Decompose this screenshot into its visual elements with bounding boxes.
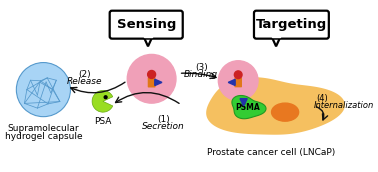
- Circle shape: [218, 61, 258, 100]
- Polygon shape: [228, 79, 235, 85]
- Circle shape: [234, 71, 242, 79]
- Text: Sensing: Sensing: [116, 18, 176, 31]
- Text: hydrogel capsule: hydrogel capsule: [5, 132, 82, 141]
- FancyBboxPatch shape: [148, 77, 155, 88]
- Text: (1): (1): [157, 115, 170, 124]
- Text: Supramolecular: Supramolecular: [8, 124, 79, 133]
- Text: PSMA: PSMA: [235, 103, 260, 112]
- Wedge shape: [92, 90, 113, 112]
- Text: Targeting: Targeting: [256, 18, 327, 31]
- FancyBboxPatch shape: [234, 77, 242, 87]
- Ellipse shape: [271, 103, 299, 121]
- Circle shape: [127, 54, 176, 103]
- Polygon shape: [240, 99, 247, 106]
- Circle shape: [104, 96, 107, 99]
- Text: Secretion: Secretion: [142, 122, 185, 131]
- Polygon shape: [206, 77, 345, 135]
- Text: Prostate cancer cell (LNCaP): Prostate cancer cell (LNCaP): [208, 148, 336, 157]
- Text: PSA: PSA: [94, 117, 112, 126]
- Text: (4): (4): [317, 94, 328, 103]
- Polygon shape: [144, 36, 153, 46]
- FancyBboxPatch shape: [110, 11, 183, 39]
- Polygon shape: [273, 35, 280, 37]
- Circle shape: [16, 63, 70, 117]
- Polygon shape: [232, 95, 266, 119]
- Polygon shape: [271, 36, 280, 46]
- Polygon shape: [144, 35, 152, 37]
- Circle shape: [148, 71, 156, 78]
- Text: Release: Release: [67, 77, 103, 86]
- Text: Internalization: Internalization: [314, 101, 374, 110]
- Text: Binding: Binding: [184, 70, 218, 79]
- FancyBboxPatch shape: [254, 11, 329, 39]
- Text: (2): (2): [79, 70, 91, 79]
- Polygon shape: [155, 79, 162, 85]
- Text: (3): (3): [195, 63, 208, 72]
